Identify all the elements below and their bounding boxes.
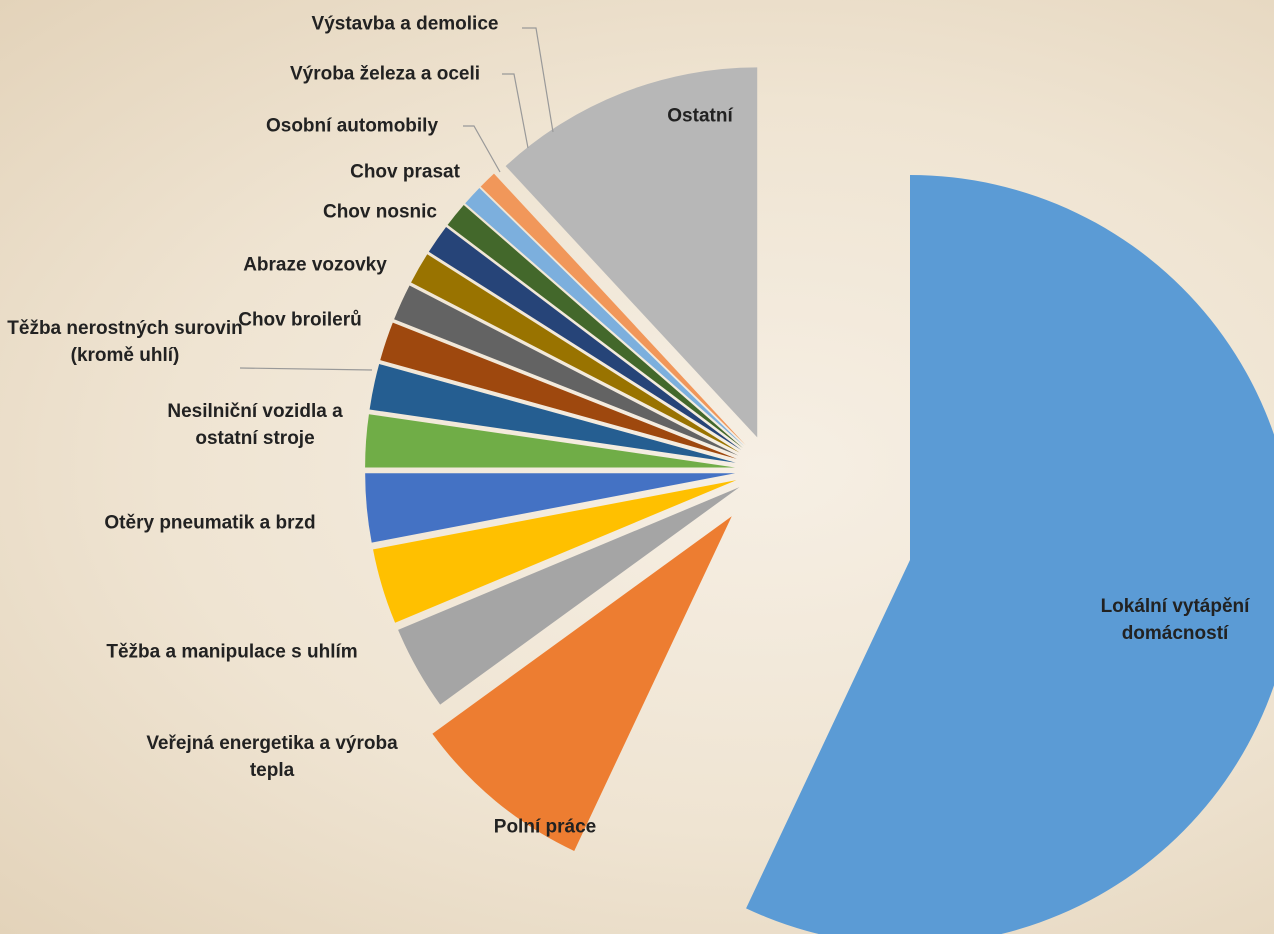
- pie-slice: [505, 67, 758, 438]
- pie-slice: [369, 364, 736, 463]
- pie-slice: [373, 480, 737, 623]
- slice-label: Ostatní: [667, 105, 733, 127]
- pie-slice: [428, 226, 742, 451]
- pie-slice: [398, 487, 740, 705]
- pie-slice: [480, 173, 746, 445]
- pie-slice: [432, 516, 732, 852]
- slice-label: Polní práce: [493, 816, 597, 838]
- slice-label: Abraze vozovky: [243, 254, 387, 276]
- pie-slice: [365, 414, 736, 468]
- pie-slice: [394, 285, 739, 456]
- slice-label: Osobní automobily: [265, 115, 439, 137]
- slice-label: Lokální vytápění domácností: [1100, 596, 1250, 644]
- slice-label: Těžba a manipulace s uhlím: [106, 641, 358, 663]
- slice-label: Otěry pneumatik a brzd: [104, 512, 316, 534]
- slice-label: Chov prasat: [350, 161, 460, 183]
- leader-line: [239, 367, 373, 371]
- slice-label: Veřejná energetika a výroba tepla: [146, 733, 398, 781]
- slice-label: Těžba nerostných surovin (kromě uhlí): [7, 318, 243, 366]
- slice-label: Výroba železa a oceli: [289, 63, 481, 85]
- slice-label: Chov broilerů: [238, 309, 362, 331]
- pie-slice: [380, 322, 737, 459]
- slice-label: Výstavba a demolice: [311, 13, 499, 35]
- pie-slice: [746, 175, 1274, 934]
- leader-line: [463, 125, 501, 173]
- leader-line: [502, 73, 529, 149]
- slice-label: Nesilniční vozidla a ostatní stroje: [167, 401, 343, 449]
- slice-label: Chov nosnic: [322, 201, 437, 223]
- pie-slice: [465, 187, 745, 447]
- pie-slice: [365, 473, 736, 543]
- pie-slice: [447, 205, 743, 448]
- leader-line: [522, 27, 554, 133]
- pie-slice: [411, 254, 740, 453]
